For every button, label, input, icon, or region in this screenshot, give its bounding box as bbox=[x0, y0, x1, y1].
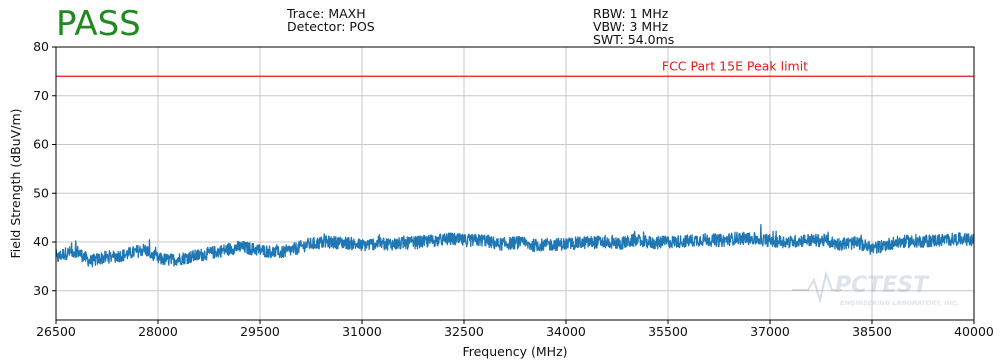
pass-status: PASS bbox=[56, 4, 141, 44]
pctest-watermark: PCTEST ENGINEERING LABORATORY, INC. bbox=[792, 270, 959, 307]
plot-frame bbox=[55, 46, 975, 321]
trace-layer bbox=[55, 224, 975, 268]
x-axis-label: Frequency (MHz) bbox=[462, 344, 567, 359]
x-tick-label: 40000 bbox=[954, 324, 994, 339]
y-tick-label: 40 bbox=[33, 234, 49, 249]
pctest-logo-icon bbox=[792, 270, 842, 304]
peak-limit-label: FCC Part 15E Peak limit bbox=[662, 58, 808, 73]
y-tick-label: 70 bbox=[33, 88, 49, 103]
x-tick-label: 34000 bbox=[546, 324, 586, 339]
tick-labels: 26500 28000 29500 31000 32500 34000 35500 37000… bbox=[33, 39, 994, 339]
swt-text: SWT: 54.0ms bbox=[593, 32, 675, 47]
y-axis-label: Field Strength (dBuV/m) bbox=[8, 109, 23, 259]
x-tick-label: 29500 bbox=[240, 324, 280, 339]
y-tick-label: 50 bbox=[33, 185, 49, 200]
watermark-subtext: ENGINEERING LABORATORY, INC. bbox=[840, 299, 959, 307]
x-tick-label: 37000 bbox=[750, 324, 790, 339]
x-tick-label: 31000 bbox=[342, 324, 382, 339]
trace-mode-text: Trace: MAXH bbox=[287, 6, 366, 21]
rbw-text: RBW: 1 MHz bbox=[593, 6, 669, 21]
x-tick-label: 28000 bbox=[138, 324, 178, 339]
y-tick-label: 60 bbox=[33, 137, 49, 152]
measurement-trace-line bbox=[55, 224, 975, 268]
x-tick-label: 38500 bbox=[852, 324, 892, 339]
x-tick-label: 32500 bbox=[444, 324, 484, 339]
limit-layer: FCC Part 15E Peak limit bbox=[56, 58, 974, 77]
detector-text: Detector: POS bbox=[287, 19, 375, 34]
x-tick-label: 26500 bbox=[36, 324, 76, 339]
y-tick-label: 30 bbox=[33, 283, 49, 298]
x-tick-label: 35500 bbox=[648, 324, 688, 339]
y-tick-label: 80 bbox=[33, 39, 49, 54]
vbw-text: VBW: 3 MHz bbox=[593, 19, 669, 34]
watermark-name: PCTEST bbox=[835, 273, 930, 298]
